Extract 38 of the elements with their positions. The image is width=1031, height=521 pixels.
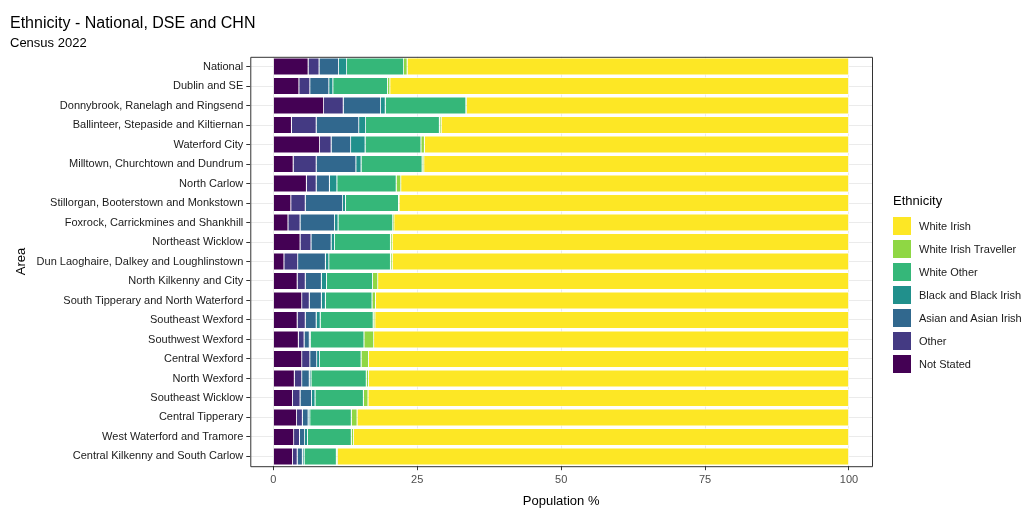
y-tick-label: Dublin and SE — [172, 79, 244, 92]
y-axis-title: Area — [13, 247, 29, 276]
legend-title: Ethnicity — [893, 193, 944, 208]
y-tick-label: Ballinteer, Stepaside and Kiltiernan — [72, 118, 244, 131]
legend-label: Not Stated — [919, 357, 971, 370]
y-tick-label: Central Wexford — [164, 352, 244, 365]
x-tick-label: 50 — [555, 472, 568, 485]
y-tick-label: Central Tipperary — [158, 410, 244, 423]
x-tick-label: 0 — [270, 472, 277, 485]
legend-label: White Irish — [919, 219, 971, 232]
x-axis-title: Population % — [522, 492, 600, 508]
y-tick-label: South Tipperary and North Waterford — [63, 293, 244, 306]
y-tick-label: North Wexford — [172, 371, 244, 384]
y-tick-label: Central Kilkenny and South Carlow — [72, 449, 244, 462]
y-tick-label: Donnybrook, Ranelagh and Ringsend — [59, 98, 244, 111]
x-tick-label: 25 — [411, 472, 424, 485]
y-tick-label: Stillorgan, Booterstown and Monkstown — [50, 196, 244, 209]
y-tick-label: North Kilkenny and City — [128, 274, 244, 287]
y-tick-label: Southeast Wicklow — [150, 391, 244, 403]
legend-label: Other — [919, 334, 947, 347]
y-tick-label: West Waterford and Tramore — [102, 429, 244, 442]
y-tick-label: North Carlow — [179, 176, 244, 189]
y-tick-label: Waterford City — [173, 137, 244, 150]
x-tick-label: 75 — [698, 472, 712, 485]
y-tick-label: Southeast Wexford — [149, 313, 244, 326]
legend-label: Black and Black Irish — [919, 288, 1022, 301]
y-tick-label: Milltown, Churchtown and Dundrum — [69, 157, 244, 170]
legend-label: Asian and Asian Irish — [919, 311, 1022, 324]
x-tick-label: 100 — [839, 472, 859, 485]
text: Census 2022 — [10, 34, 87, 50]
chart-title: Ethnicity - National, DSE and CHN — [10, 14, 256, 32]
y-tick-label: National — [202, 59, 244, 72]
legend-label: White Other — [919, 265, 978, 278]
y-tick-label: Dun Laoghaire, Dalkey and Loughlinstown — [36, 254, 244, 267]
y-tick-label: Southwest Wexford — [148, 332, 244, 345]
y-tick-label: Foxrock, Carrickmines and Shankhill — [64, 215, 244, 228]
legend-label: White Irish Traveller — [919, 242, 1017, 255]
y-tick-label: Northeast Wicklow — [152, 235, 244, 248]
